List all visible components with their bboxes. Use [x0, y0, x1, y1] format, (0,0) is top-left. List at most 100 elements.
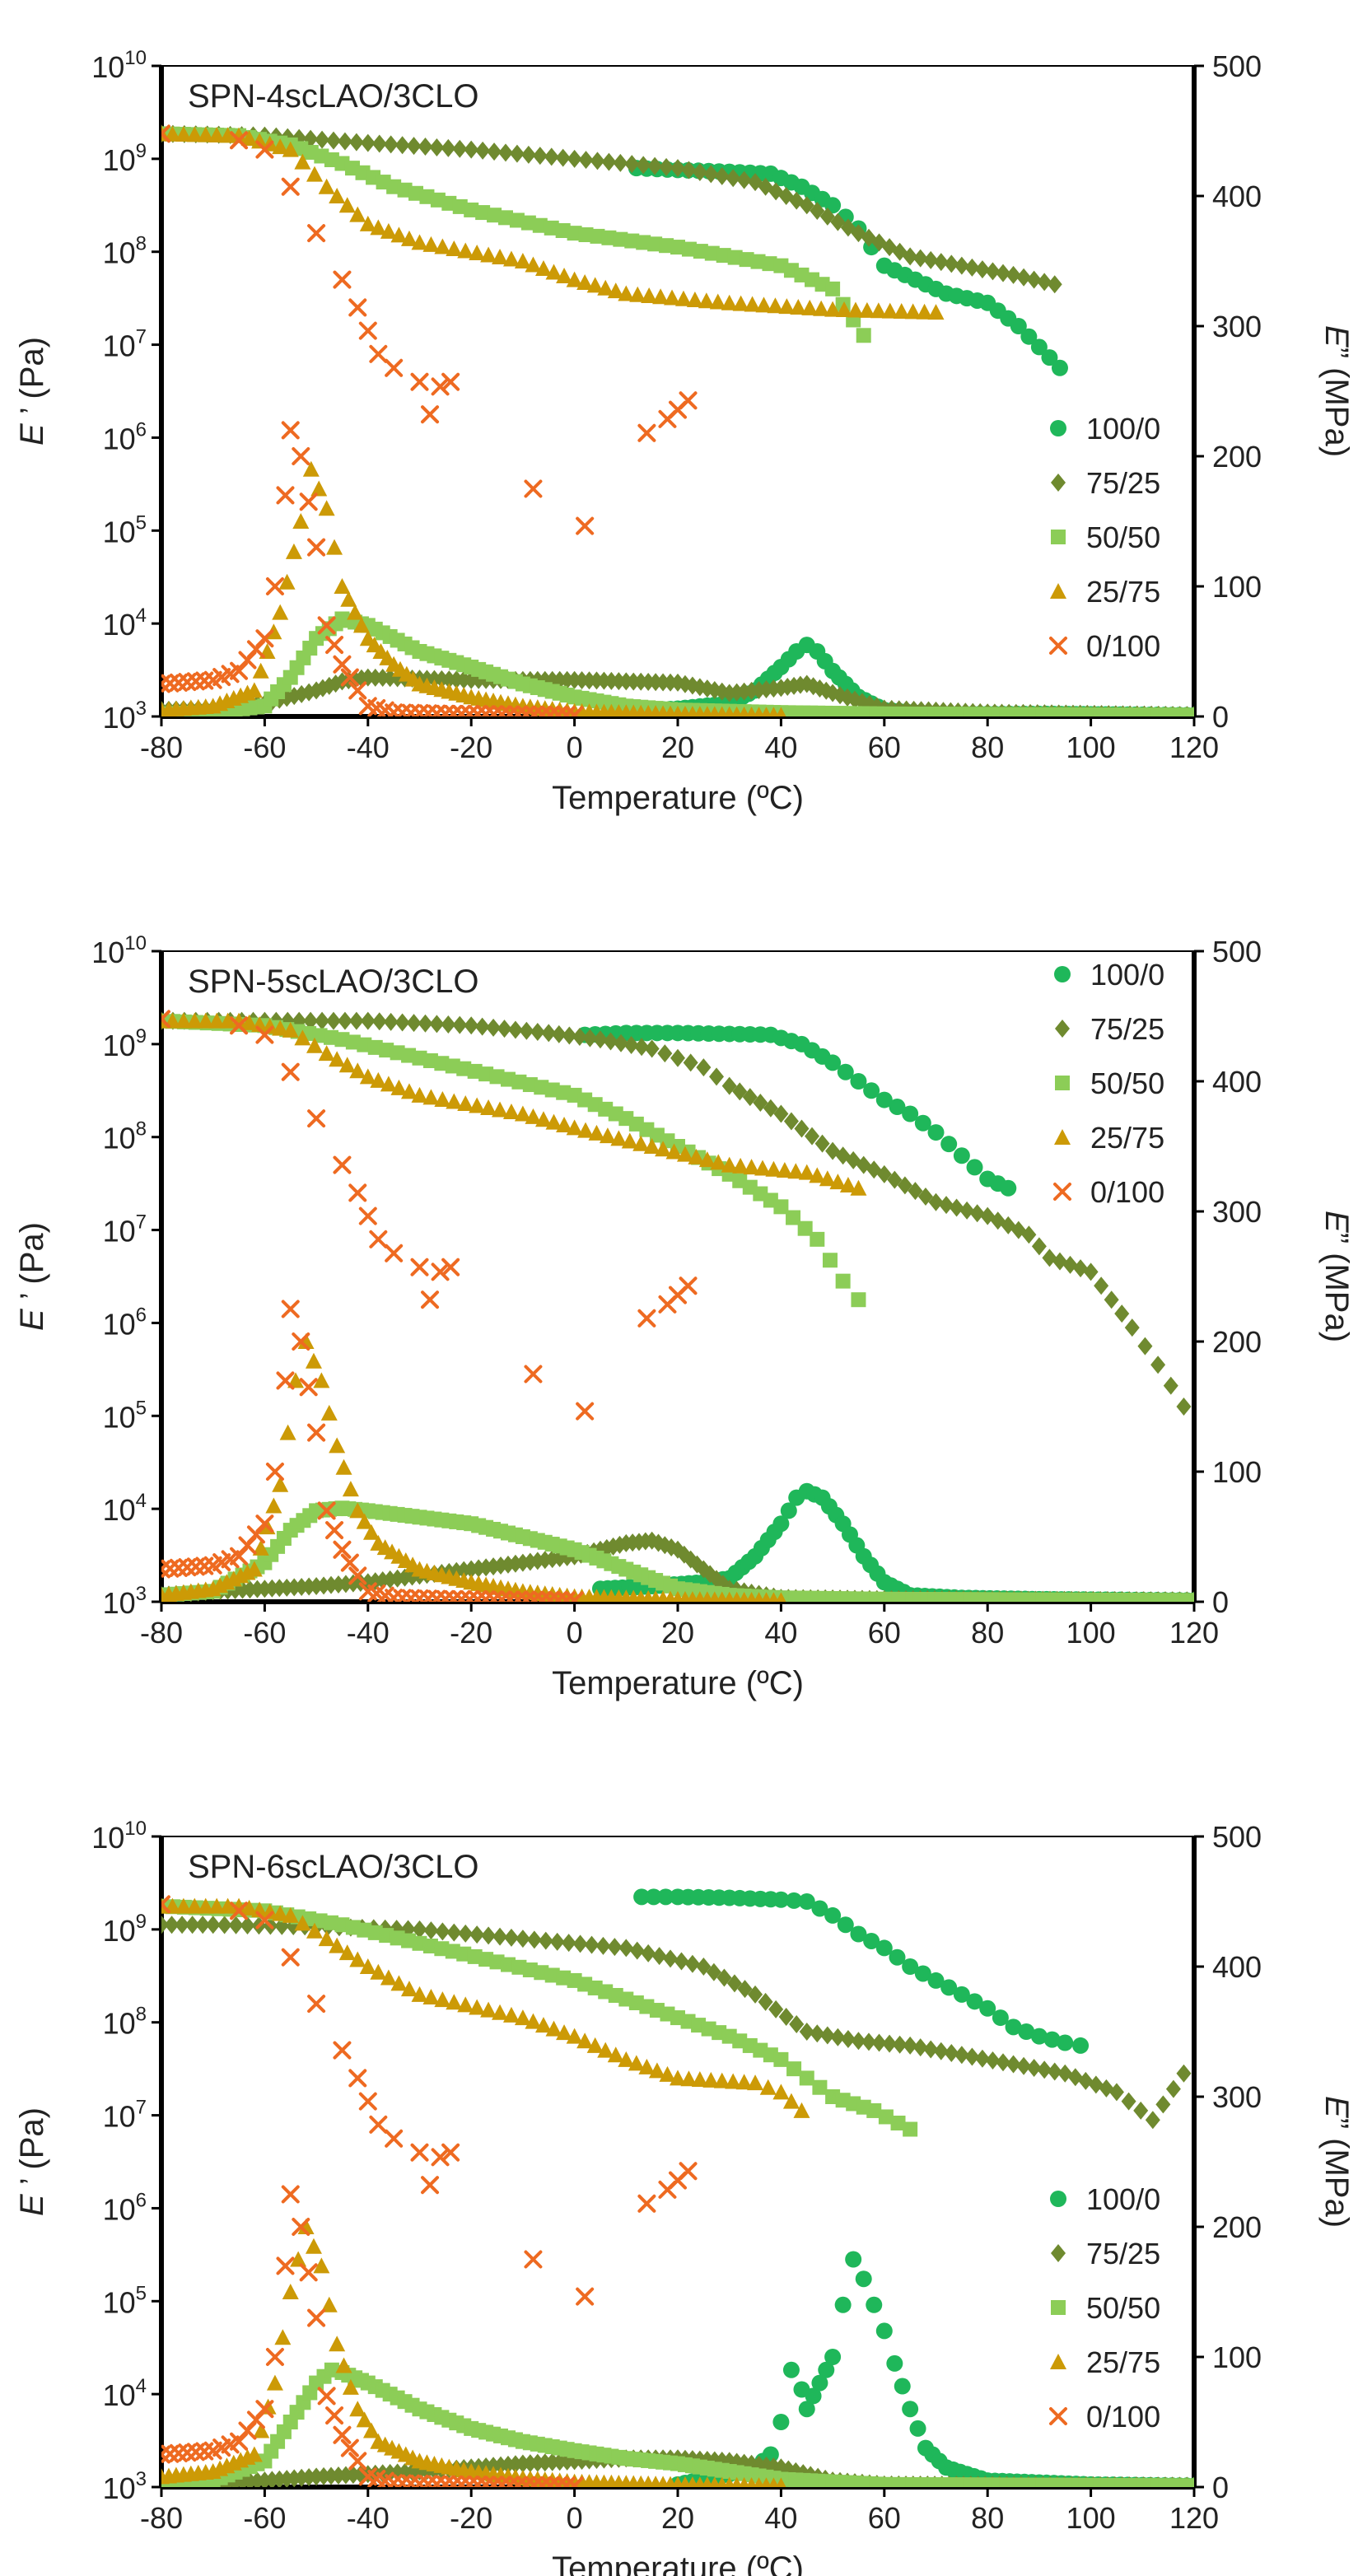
x-marker-stroke [333, 655, 352, 674]
storage-point-75-25 [1114, 1304, 1130, 1323]
storage-point-75-25 [1145, 2111, 1160, 2130]
storage-point-25-75 [186, 126, 203, 142]
loss-point-0-100 [265, 577, 284, 595]
y-right-tick-label: 100 [1212, 2340, 1262, 2374]
x-tick-label: 60 [868, 730, 901, 764]
storage-point-0-100 [410, 372, 429, 391]
storage-point-100-0 [1041, 349, 1058, 366]
loss-point-25-75 [746, 2476, 757, 2487]
storage-point-75-25 [1006, 2055, 1021, 2074]
storage-point-75-25 [360, 1011, 376, 1030]
storage-point-75-25 [551, 1024, 567, 1043]
storage-point-25-75 [349, 1951, 366, 1967]
storage-point-100-0 [1010, 318, 1027, 334]
loss-point-0-100 [255, 629, 274, 648]
storage-point-25-75 [434, 1090, 451, 1107]
storage-point-75-25 [944, 254, 959, 273]
storage-point-100-0 [1030, 338, 1048, 356]
x-marker-stroke [325, 2406, 344, 2425]
loss-point-0-100 [436, 704, 455, 716]
legend-label: 0/100 [1090, 1175, 1164, 1209]
x-marker-stroke [333, 270, 352, 289]
loss-point-25-75 [731, 1591, 743, 1602]
storage-point-25-75 [576, 273, 594, 290]
loss-point-0-100 [565, 1591, 584, 1602]
x-tick-label: -20 [450, 1616, 492, 1650]
legend: 100/0 75/25 50/50 25/75 0/100 [1049, 412, 1160, 663]
x-tick-label: 100 [1066, 2501, 1116, 2535]
x-marker-stroke [161, 1902, 170, 1914]
loss-point-25-75 [746, 706, 757, 716]
y-right-tick-label: 200 [1212, 1325, 1262, 1359]
loss-point-25-75 [739, 2476, 750, 2487]
storage-point-75-25 [538, 1931, 553, 1950]
loss-point-0-100 [348, 1566, 367, 1585]
x-marker-stroke [317, 616, 336, 635]
storage-point-75-25 [195, 1916, 211, 1934]
storage-point-75-25 [507, 1020, 523, 1039]
loss-point-25-75 [761, 707, 772, 716]
storage-point-100-0 [875, 1091, 893, 1108]
storage-point-25-75 [824, 301, 842, 317]
loss-point-25-75 [252, 1539, 269, 1556]
y-left-axis-title: E ’ (Pa) [14, 2107, 50, 2216]
x-marker-stroke [161, 1895, 170, 1907]
loss-point-25-75 [362, 2422, 380, 2438]
storage-point-25-75 [231, 127, 248, 143]
x-marker-stroke [230, 131, 249, 150]
loss-point-100-0 [845, 2251, 862, 2268]
storage-point-75-25 [1073, 1259, 1089, 1278]
legend-label: 25/75 [1090, 1121, 1164, 1155]
loss-point-50-50 [1187, 1593, 1194, 1602]
storage-point-100-0 [992, 2009, 1009, 2027]
storage-point-25-75 [272, 138, 289, 155]
storage-point-50-50 [835, 1273, 851, 1289]
storage-point-75-25 [789, 2014, 805, 2033]
storage-point-25-75 [338, 197, 356, 213]
x-marker-stroke [307, 1423, 326, 1442]
storage-point-25-75 [164, 125, 181, 142]
storage-point-50-50 [544, 220, 559, 236]
storage-point-50-50 [670, 240, 685, 255]
storage-point-25-75 [586, 2037, 604, 2053]
storage-point-75-25 [487, 142, 502, 161]
loss-point-25-75 [709, 1591, 721, 1602]
storage-point-75-25 [773, 1104, 789, 1123]
storage-point-25-75 [556, 1117, 573, 1133]
y-right-tick-label: 400 [1212, 1950, 1262, 1984]
storage-point-75-25 [582, 1029, 598, 1048]
storage-point-75-25 [634, 1038, 650, 1057]
storage-point-25-75 [272, 1020, 289, 1036]
storage-point-75-25 [348, 133, 364, 152]
x-marker-stroke [376, 701, 394, 716]
storage-point-25-75 [469, 244, 486, 260]
loss-point-25-75 [754, 1592, 764, 1602]
loss-point-0-100 [276, 1371, 295, 1390]
storage-point-75-25 [969, 1204, 985, 1223]
legend-marker-25-75 [1050, 583, 1066, 599]
storage-point-0-100 [679, 1276, 698, 1295]
x-tick-label: -40 [347, 1616, 390, 1650]
loss-point-0-100 [292, 2218, 310, 2236]
storage-point-0-100 [385, 2129, 404, 2148]
storage-point-75-25 [497, 1020, 512, 1038]
loss-point-25-75 [356, 2411, 373, 2428]
storage-point-75-25 [452, 1015, 468, 1034]
storage-point-50-50 [727, 250, 743, 265]
storage-point-75-25 [939, 1196, 954, 1215]
storage-point-25-75 [282, 1906, 299, 1923]
x-marker-stroke [276, 1371, 295, 1390]
storage-point-0-100 [307, 224, 326, 243]
y-left-tick-label: 107 [103, 2097, 147, 2134]
storage-point-25-75 [434, 1991, 451, 2008]
storage-point-100-0 [953, 1147, 970, 1164]
loss-point-0-100 [565, 2476, 584, 2487]
storage-point-0-100 [369, 1230, 388, 1248]
loss-point-25-75 [266, 2374, 283, 2391]
storage-point-75-25 [706, 1962, 721, 1981]
storage-point-25-75 [618, 285, 635, 301]
storage-point-25-75 [400, 1083, 418, 1099]
storage-point-25-75 [197, 126, 214, 142]
x-marker-stroke [161, 1016, 170, 1029]
storage-point-75-25 [1006, 265, 1021, 284]
